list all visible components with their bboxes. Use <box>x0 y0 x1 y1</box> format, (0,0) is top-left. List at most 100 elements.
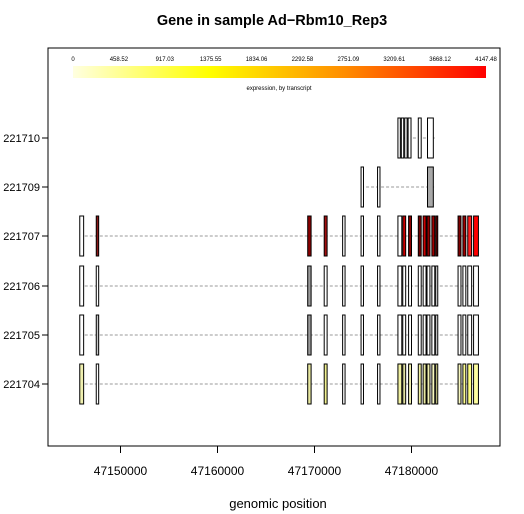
y-axis: 221704 221705 221706 221707 221709 221710 <box>3 48 49 446</box>
exon-block <box>417 363 422 405</box>
exon-block <box>435 215 439 257</box>
exon-block <box>79 265 85 307</box>
colorbar-tick-label: 0 <box>71 57 75 63</box>
exon-block <box>377 363 381 405</box>
exon-block <box>377 215 381 257</box>
exon-block <box>95 314 100 356</box>
exon-block <box>422 363 427 405</box>
exon-block <box>407 117 412 159</box>
exon-block <box>95 363 100 405</box>
exon-block <box>307 215 312 257</box>
exon-block <box>457 265 462 307</box>
exon-block <box>462 215 467 257</box>
exon-block <box>473 314 479 356</box>
y-tick-label: 221704 <box>3 379 40 391</box>
exon-block <box>307 265 312 307</box>
exon-block <box>79 314 85 356</box>
exon-block <box>342 314 346 356</box>
colorbar-tick-label: 1375.55 <box>200 57 222 63</box>
x-axis-label: genomic position <box>229 496 327 511</box>
exon-block <box>427 166 434 208</box>
exon-block <box>402 265 407 307</box>
y-tick-label: 221705 <box>3 330 40 342</box>
exon-block <box>404 117 408 159</box>
exon-block <box>360 215 364 257</box>
x-tick-label: 47170000 <box>288 464 342 478</box>
exon-block <box>323 215 328 257</box>
transcript-track <box>79 215 480 257</box>
exon-block <box>377 314 381 356</box>
exon-block <box>402 314 407 356</box>
transcript-track <box>397 117 435 159</box>
exon-block <box>426 265 431 307</box>
exon-block <box>360 363 364 405</box>
exon-block <box>462 265 467 307</box>
transcript-track <box>79 363 480 405</box>
exon-block <box>95 265 100 307</box>
exon-block <box>431 363 436 405</box>
exon-block <box>360 265 364 307</box>
exon-block <box>467 314 473 356</box>
exon-block <box>417 314 422 356</box>
exon-block <box>307 363 312 405</box>
exon-block <box>402 363 407 405</box>
exon-block <box>377 265 381 307</box>
colorbar-tick-label: 1834.06 <box>246 57 268 63</box>
exon-block <box>422 314 427 356</box>
colorbar-tick-label: 4147.48 <box>475 57 497 63</box>
y-tick-label: 221710 <box>3 133 40 145</box>
exon-block <box>342 215 346 257</box>
exon-block <box>431 265 436 307</box>
exon-block <box>377 166 381 208</box>
exon-block <box>422 215 427 257</box>
exon-block <box>397 314 403 356</box>
exon-block <box>426 215 431 257</box>
exon-block <box>435 314 439 356</box>
y-tick-label: 221707 <box>3 231 40 243</box>
colorbar-tick-label: 458.52 <box>110 57 129 63</box>
exon-block <box>457 314 462 356</box>
exon-block <box>408 215 412 257</box>
exon-block <box>400 117 405 159</box>
exon-block <box>457 215 462 257</box>
exon-block <box>342 265 346 307</box>
colorbar-tick-label: 3209.61 <box>383 57 405 63</box>
colorbar-tick-label: 2751.09 <box>337 57 359 63</box>
exon-block <box>307 314 312 356</box>
exon-block <box>467 363 473 405</box>
exon-block <box>462 314 467 356</box>
exon-block <box>408 363 412 405</box>
exon-block <box>431 215 436 257</box>
x-tick-label: 47180000 <box>385 464 439 478</box>
exon-block <box>426 363 431 405</box>
exon-block <box>417 265 422 307</box>
chart-title: Gene in sample Ad−Rbm10_Rep3 <box>157 13 387 29</box>
exon-block <box>397 363 403 405</box>
exon-block <box>473 363 479 405</box>
exon-block <box>402 215 407 257</box>
exon-block <box>79 363 85 405</box>
exon-block <box>435 363 439 405</box>
y-tick-label: 221706 <box>3 281 40 293</box>
exon-block <box>473 215 479 257</box>
transcript-track <box>360 166 435 208</box>
colorbar-tick-label: 2292.58 <box>292 57 314 63</box>
exon-block <box>397 117 401 159</box>
exon-block <box>323 314 328 356</box>
exon-block <box>360 314 364 356</box>
exon-block <box>417 215 422 257</box>
colorbar-tick-label: 3668.12 <box>429 57 451 63</box>
x-tick-label: 47150000 <box>94 464 148 478</box>
transcript-tracks <box>79 117 480 405</box>
exon-block <box>95 215 100 257</box>
exon-block <box>431 314 436 356</box>
exon-block <box>323 363 328 405</box>
exon-block <box>467 265 473 307</box>
exon-block <box>473 265 479 307</box>
exon-block <box>427 117 434 159</box>
exon-block <box>417 117 422 159</box>
exon-block <box>79 215 85 257</box>
colorbar <box>73 66 486 78</box>
colorbar-label: expression, by transcript <box>246 86 311 92</box>
